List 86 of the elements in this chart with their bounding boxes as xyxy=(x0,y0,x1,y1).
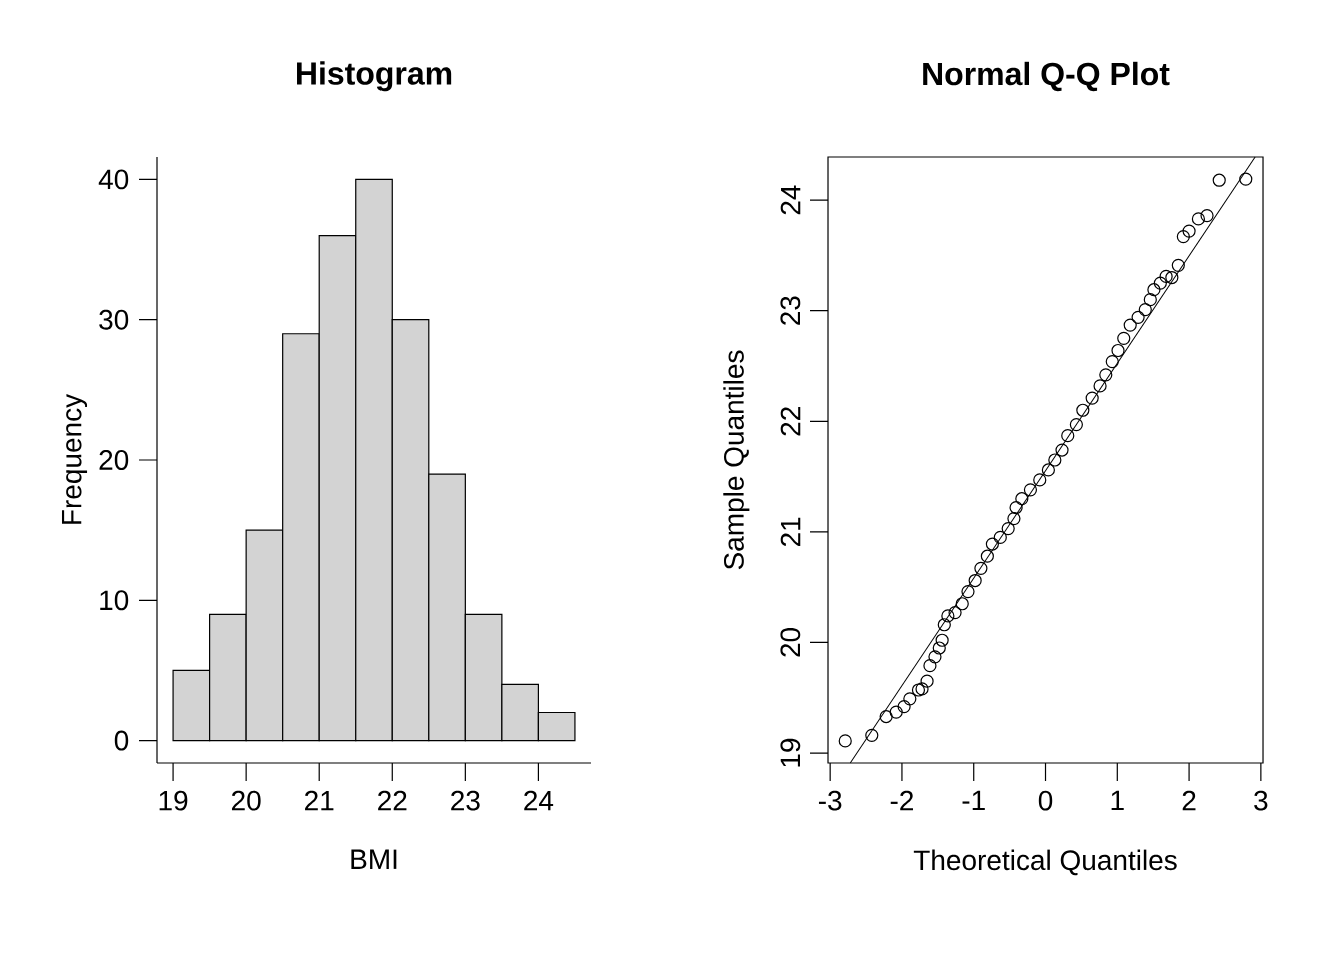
x-tick-label: -2 xyxy=(890,790,913,811)
x-tick-label: 24 xyxy=(524,790,554,811)
y-tick-label: 22 xyxy=(780,407,801,436)
point xyxy=(1111,343,1125,358)
y-axis-title: Frequency xyxy=(61,393,88,524)
point xyxy=(923,659,937,673)
chart-title: Histogram xyxy=(297,61,452,92)
point xyxy=(838,734,852,748)
point xyxy=(928,650,942,664)
point xyxy=(935,633,949,647)
x-tick-label: 19 xyxy=(159,790,188,811)
point xyxy=(974,561,988,575)
point xyxy=(1143,293,1157,307)
y-tick-label: 21 xyxy=(780,517,801,547)
point xyxy=(915,682,929,696)
point xyxy=(980,549,994,563)
point xyxy=(920,674,934,688)
point xyxy=(1191,212,1206,226)
x-tick-label: -1 xyxy=(962,790,985,810)
y-tick-label: 24 xyxy=(780,185,801,215)
x-tick-label: 2 xyxy=(1182,790,1196,811)
x-tick-label: 0 xyxy=(1038,790,1053,811)
point xyxy=(1041,463,1055,477)
x-tick-label: 22 xyxy=(378,790,407,811)
y-tick-label: 10 xyxy=(100,590,129,611)
point xyxy=(1001,521,1015,536)
point xyxy=(1048,453,1062,467)
point xyxy=(1123,318,1137,332)
y-axis-title: Sample Quantiles xyxy=(723,350,750,570)
point xyxy=(1061,429,1075,443)
y-tick-label: 40 xyxy=(98,169,129,190)
point xyxy=(1117,331,1131,345)
point xyxy=(961,584,975,599)
point xyxy=(865,728,879,742)
point xyxy=(1153,276,1167,290)
point xyxy=(955,597,969,611)
point xyxy=(932,641,946,655)
point xyxy=(879,709,893,724)
point xyxy=(1093,379,1107,393)
point xyxy=(1200,209,1214,223)
point xyxy=(1131,310,1145,324)
point xyxy=(1159,269,1173,284)
point xyxy=(948,606,962,620)
point xyxy=(1015,492,1029,506)
point xyxy=(1009,500,1023,515)
x-tick-label: 21 xyxy=(305,790,334,811)
point xyxy=(1033,473,1047,487)
point xyxy=(1182,224,1196,238)
y-tick-label: 23 xyxy=(780,296,801,325)
point xyxy=(1165,270,1179,285)
point xyxy=(985,537,999,551)
point xyxy=(1171,258,1185,272)
point xyxy=(937,618,951,632)
point xyxy=(1007,512,1021,526)
point xyxy=(911,683,926,697)
x-tick-label: 23 xyxy=(451,790,480,811)
point xyxy=(1055,443,1069,457)
y-tick-label: 20 xyxy=(99,450,129,470)
point xyxy=(1085,391,1099,405)
point xyxy=(1176,230,1190,244)
chart-title: Normal Q-Q Plot xyxy=(923,61,1170,92)
point xyxy=(1239,172,1253,186)
point xyxy=(1069,418,1083,432)
x-axis-title: BMI xyxy=(351,849,397,869)
point xyxy=(1076,403,1090,417)
y-tick-label: 30 xyxy=(99,309,129,330)
point xyxy=(903,692,917,706)
x-tick-label: 20 xyxy=(231,790,261,811)
point xyxy=(968,573,982,588)
x-axis-title: Theoretical Quantiles xyxy=(913,849,1177,876)
y-tick-label: 0 xyxy=(114,730,129,751)
point xyxy=(1138,303,1152,317)
y-tick-label: 19 xyxy=(780,738,801,767)
point xyxy=(1147,283,1161,297)
point xyxy=(1023,483,1038,497)
point xyxy=(993,530,1007,545)
x-tick-label: -3 xyxy=(818,790,842,811)
point xyxy=(941,609,955,623)
point xyxy=(889,705,903,719)
point xyxy=(897,700,911,714)
y-tick-label: 20 xyxy=(780,627,801,657)
point xyxy=(1105,354,1119,369)
x-tick-label: 1 xyxy=(1111,790,1124,810)
x-tick-label: 3 xyxy=(1254,790,1268,811)
point xyxy=(1212,173,1226,187)
point xyxy=(1099,368,1113,382)
